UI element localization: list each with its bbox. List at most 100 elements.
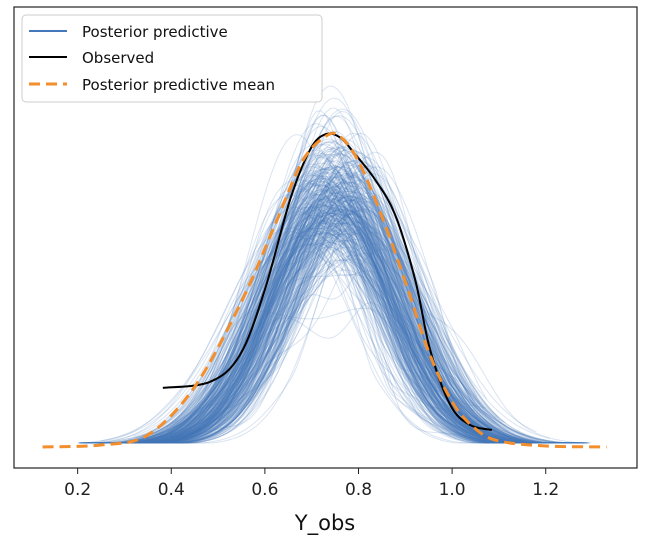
posterior-predictive-draw (99, 161, 526, 444)
posterior-predictive-draw (100, 196, 531, 444)
posterior-predictive-draw (176, 198, 486, 441)
posterior-predictive-draw (111, 166, 501, 444)
posterior-predictive-draw (83, 209, 482, 444)
posterior-predictive-draw (168, 220, 515, 444)
posterior-predictive-draw (144, 199, 515, 444)
posterior-predictive-draw (82, 210, 575, 444)
posterior-predictive-draw (140, 200, 572, 444)
x-tick-label: 0.2 (64, 480, 91, 500)
posterior-predictive-draw (130, 177, 553, 444)
posterior-predictive-draw (133, 233, 532, 444)
posterior-predictive-draw (127, 148, 540, 444)
posterior-predictive-draw (133, 181, 523, 444)
posterior-predictive-draw (173, 143, 515, 444)
posterior-predictive-draw (90, 198, 555, 444)
posterior-predictive-draw (103, 130, 563, 444)
posterior-predictive-draw (98, 206, 534, 444)
posterior-predictive-draw (106, 177, 500, 444)
posterior-predictive-draw (166, 196, 504, 441)
x-tick-label: 1.0 (439, 480, 466, 500)
posterior-predictive-draw (168, 192, 488, 444)
posterior-predictive-draw (147, 228, 527, 444)
x-tick-label: 0.6 (251, 480, 278, 500)
posterior-predictive-draw (112, 179, 577, 444)
posterior-predictive-draw (112, 199, 590, 444)
posterior-predictive-draw (109, 203, 494, 444)
posterior-predictive-draw (142, 222, 518, 444)
posterior-predictive-draw (126, 180, 497, 443)
posterior-predictive-draw (166, 214, 528, 444)
posterior-predictive-draw (85, 193, 544, 444)
plot-frame (13, 6, 638, 469)
posterior-predictive-draw (115, 153, 561, 444)
posterior-predictive-draw (85, 133, 587, 444)
posterior-predictive-draw (131, 185, 520, 444)
posterior-predictive-draw (79, 206, 487, 444)
posterior-predictive-draw (105, 170, 503, 444)
posterior-predictive-draw (80, 252, 507, 444)
posterior-predictive-draw (79, 166, 571, 444)
posterior-predictive-draw (176, 183, 524, 444)
posterior-predictive-draw (99, 145, 512, 444)
posterior-predictive-draw (116, 172, 515, 444)
posterior-predictive-draw (160, 197, 521, 444)
posterior-predictive-draw (161, 215, 536, 444)
posterior-predictive-draw (82, 165, 589, 444)
posterior-predictive-draw (86, 221, 574, 444)
posterior-predictive-draw (105, 183, 509, 444)
posterior-predictive-draw (135, 190, 543, 444)
posterior-predictive-draw (138, 125, 476, 444)
posterior-predictive-draw (102, 197, 506, 444)
posterior-predictive-draw (177, 204, 534, 444)
posterior-predictive-draw (143, 149, 491, 441)
posterior-predictive-draw (85, 225, 550, 444)
posterior-predictive-draw (172, 189, 483, 435)
posterior-predictive-draw (105, 233, 508, 444)
x-tick-label: 0.4 (158, 480, 185, 500)
posterior-predictive-draw (115, 227, 482, 444)
posterior-predictive-draw (103, 172, 520, 444)
posterior-predictive-draw (94, 177, 502, 444)
posterior-predictive-draw (119, 198, 546, 444)
posterior-predictive-mean-line (42, 131, 607, 449)
posterior-predictive-draw (108, 170, 503, 444)
legend-label-mean: Posterior predictive mean (82, 76, 275, 94)
posterior-predictive-draw (149, 151, 487, 444)
posterior-predictive-draw (129, 164, 523, 444)
posterior-predictive-draw (127, 182, 531, 444)
posterior-predictive-draw (87, 201, 538, 444)
posterior-predictive-draw (162, 197, 509, 444)
posterior-predictive-draw (86, 200, 559, 444)
posterior-predictive-draw (162, 185, 496, 443)
posterior-predictive-draw (119, 228, 550, 444)
posterior-predictive-draw (118, 189, 550, 444)
posterior-predictive-draw (98, 85, 492, 444)
posterior-predictive-draw (142, 216, 569, 444)
legend-label-observed: Observed (82, 49, 154, 67)
posterior-predictive-draw (168, 229, 474, 439)
posterior-predictive-draw (97, 189, 562, 444)
posterior-predictive-draw (146, 206, 484, 444)
posterior-predictive-draw (127, 174, 503, 444)
posterior-predictive-draw (116, 208, 487, 444)
posterior-predictive-draw (170, 166, 527, 444)
posterior-predictive-draw (122, 115, 549, 444)
posterior-predictive-draw (152, 219, 574, 444)
posterior-predictive-draw (90, 214, 573, 444)
posterior-predictive-draw (146, 217, 578, 444)
posterior-predictive-draw (180, 143, 588, 444)
posterior-predictive-draw (117, 209, 483, 444)
posterior-predictive-draw (119, 199, 490, 444)
posterior-predictive-draw (90, 210, 531, 444)
posterior-predictive-draw (174, 227, 573, 444)
x-tick-label: 1.2 (532, 480, 559, 500)
posterior-predictive-draw (119, 233, 499, 444)
posterior-predictive-draw (78, 214, 481, 444)
posterior-predictive-draw (87, 188, 560, 444)
posterior-predictive-draw (178, 189, 563, 444)
posterior-predictive-draw (87, 228, 495, 444)
posterior-predictive-draw (95, 151, 476, 444)
posterior-predictive-draw (121, 225, 572, 444)
posterior-predictive-draw (109, 226, 550, 444)
posterior-predictive-draw (160, 181, 499, 443)
